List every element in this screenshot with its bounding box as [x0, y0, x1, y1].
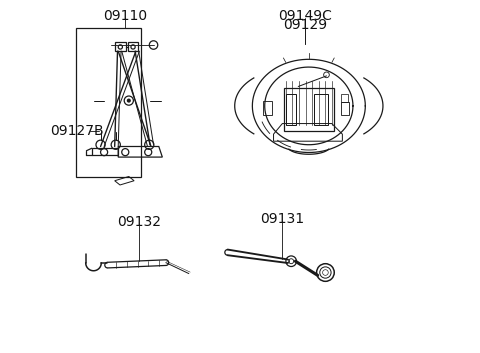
- Bar: [284, 88, 334, 131]
- Bar: [128, 42, 138, 51]
- Bar: [341, 94, 348, 102]
- Bar: [76, 28, 141, 176]
- Circle shape: [127, 99, 130, 102]
- Text: 09110: 09110: [103, 9, 147, 23]
- Bar: [286, 94, 297, 125]
- Text: 09132: 09132: [118, 215, 161, 229]
- Text: 09129: 09129: [283, 18, 327, 32]
- Text: 09127B: 09127B: [50, 124, 104, 138]
- Bar: [263, 101, 272, 115]
- Text: 09149C: 09149C: [278, 9, 332, 23]
- Bar: [115, 42, 126, 51]
- Bar: [314, 94, 328, 125]
- Bar: [341, 102, 349, 115]
- Text: 09131: 09131: [260, 212, 304, 226]
